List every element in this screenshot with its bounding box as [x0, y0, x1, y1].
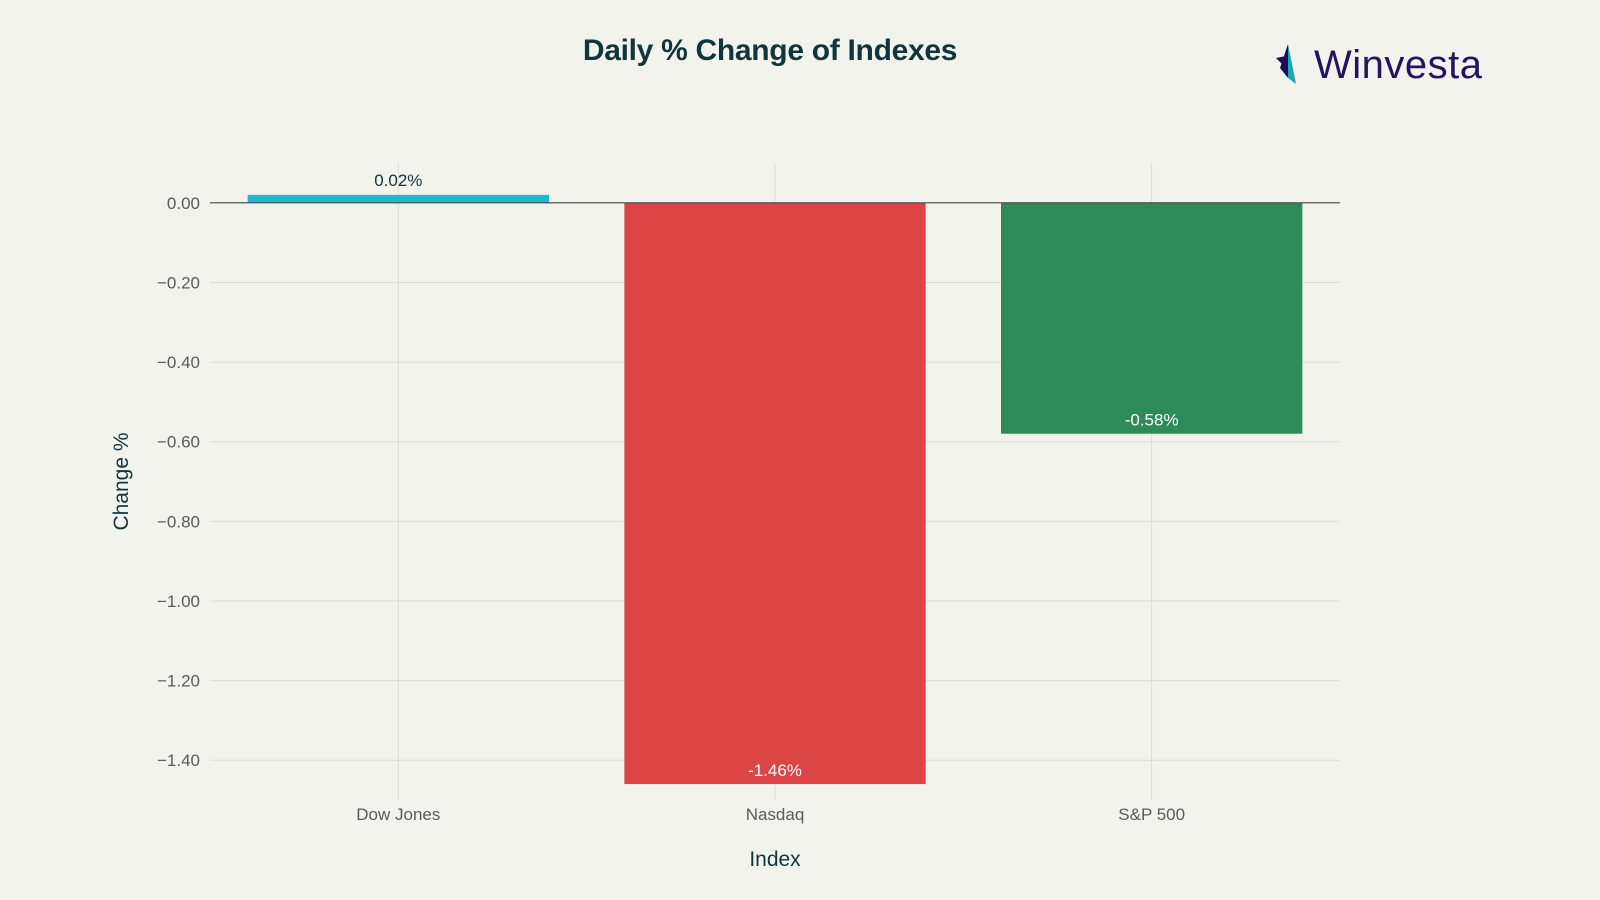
x-tick-label: S&P 500: [1118, 805, 1185, 824]
y-tick-label: −0.60: [157, 433, 200, 452]
bar: [1001, 202, 1303, 434]
x-tick-label: Dow Jones: [356, 805, 440, 824]
label-layer: 0.02% -1.46% -0.58%: [374, 171, 1178, 780]
y-tick-label: 0.00: [167, 194, 200, 213]
bar-layer: [247, 194, 1303, 785]
y-tick-label: −0.40: [157, 353, 200, 372]
y-tick-label: −1.20: [157, 672, 200, 691]
data-label: -1.46%: [748, 761, 802, 780]
y-axis-title: Change %: [110, 432, 133, 530]
bar: [624, 202, 926, 785]
axis-layer: 0.00 −0.20 −0.40 −0.60 −0.80 −1.00 −1.20 −1.40 D…: [110, 194, 1340, 871]
chart-title: Daily % Change of Indexes: [582, 34, 958, 67]
bar: [247, 194, 549, 203]
x-tick-label: Nasdaq: [746, 805, 805, 824]
y-tick-label: −1.00: [157, 592, 200, 611]
y-tick-label: −0.20: [157, 273, 200, 292]
data-label: 0.02%: [374, 171, 422, 190]
winvesta-logo-icon: [1276, 44, 1296, 84]
y-tick-label: −0.80: [157, 512, 200, 531]
data-label: -0.58%: [1125, 411, 1179, 430]
brand-logo: Winvesta: [1272, 40, 1522, 90]
y-tick-label: −1.40: [157, 751, 200, 770]
brand-name: Winvesta: [1314, 43, 1483, 87]
x-axis-title: Index: [749, 848, 801, 871]
